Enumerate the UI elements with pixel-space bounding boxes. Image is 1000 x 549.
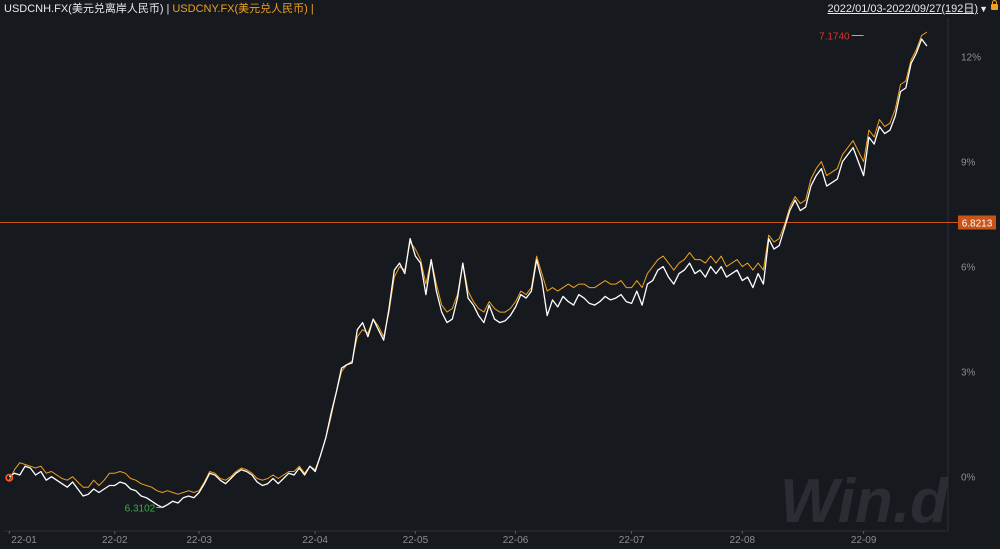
legend-separator-2: | <box>310 3 314 15</box>
watermark: Win.d <box>780 467 949 536</box>
y-tick-label: 12% <box>961 53 981 64</box>
x-tick-label: 22-06 <box>503 535 529 546</box>
min-annotation-label: 6.3102 <box>125 504 156 515</box>
x-tick-label: 22-09 <box>851 535 877 546</box>
x-tick-label: 22-03 <box>186 535 212 546</box>
x-tick-label: 22-05 <box>403 535 429 546</box>
caret-down-icon[interactable]: ▼ <box>979 4 988 14</box>
x-axis: 22-01 22-02 22-03 22-04 22-05 22-06 22-07 22-08… <box>8 531 877 546</box>
legend: USDCNH.FX(美元兑离岸人民币) | USDCNY.FX(美元兑人民币) | <box>4 0 314 18</box>
x-tick-label: 22-07 <box>619 535 645 546</box>
legend-series-usdcnh[interactable]: USDCNH.FX(美元兑离岸人民币) <box>4 3 164 15</box>
y-tick-label: 9% <box>961 158 976 169</box>
grid-lines <box>4 18 949 532</box>
date-range-selector[interactable]: 2022/01/03-2022/09/27(192日) <box>827 3 978 15</box>
reference-line-label: 6.8213 <box>962 218 993 229</box>
reference-line-badge <box>958 215 996 230</box>
chart-header: USDCNH.FX(美元兑离岸人民币) | USDCNY.FX(美元兑人民币) | 2… <box>0 0 1000 18</box>
legend-separator: | <box>166 3 170 15</box>
x-tick-label: 22-01 <box>11 535 37 546</box>
series-lines <box>8 31 928 509</box>
legend-series-usdcny[interactable]: USDCNY.FX(美元兑人民币) <box>172 3 308 15</box>
reference-line-group: 6.8213 <box>0 215 996 230</box>
x-tick-label: 22-04 <box>302 535 328 546</box>
y-tick-label: 0% <box>961 473 976 484</box>
series-line-usdcny[interactable] <box>8 31 928 495</box>
y-tick-label: 6% <box>961 263 976 274</box>
x-tick-label: 22-08 <box>730 535 756 546</box>
x-tick-label: 22-02 <box>102 535 128 546</box>
y-tick-label: 3% <box>961 368 976 379</box>
start-marker[interactable] <box>5 473 14 482</box>
y-axis: 0% 3% 6% 9% 12% <box>961 53 981 484</box>
lock-icon[interactable] <box>991 0 998 10</box>
series-line-usdcnh[interactable] <box>8 38 928 509</box>
max-annotation-label: 7.1740 <box>819 32 850 43</box>
watermark-text: Win.d <box>780 467 949 536</box>
annotations: 7.1740 6.3102 <box>5 32 864 515</box>
